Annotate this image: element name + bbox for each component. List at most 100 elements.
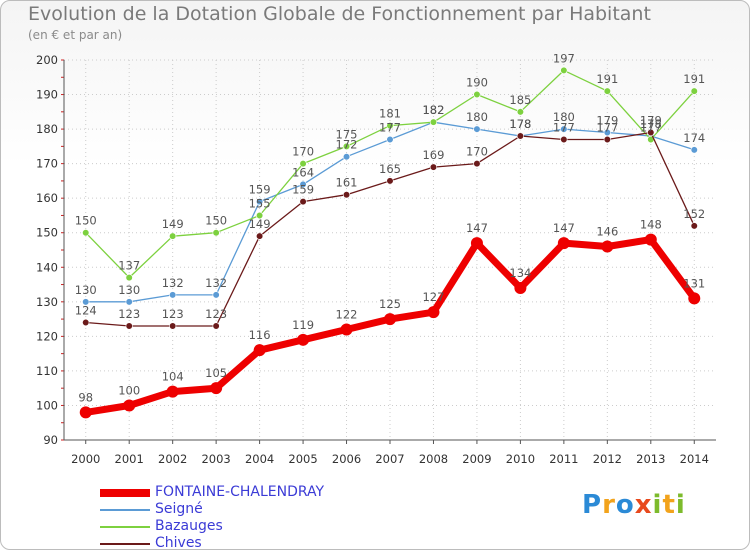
data-label: 191: [596, 72, 618, 86]
data-point: [516, 108, 525, 116]
y-tick-label: 90: [43, 433, 58, 447]
x-tick-label: 2010: [506, 452, 535, 466]
data-point: [386, 135, 394, 144]
x-tick-label: 2012: [593, 452, 622, 466]
legend-swatch: [100, 526, 150, 528]
data-point: [386, 177, 394, 185]
data-point: [82, 318, 90, 327]
y-tick-label: 140: [36, 260, 58, 274]
data-label: 165: [379, 162, 401, 176]
y-tick-label: 170: [36, 157, 58, 171]
data-point: [169, 322, 177, 330]
data-label: 119: [292, 318, 314, 332]
legend-swatch: [100, 543, 150, 545]
data-label: 149: [249, 217, 271, 231]
y-tick-label: 130: [36, 295, 58, 309]
data-label: 178: [509, 117, 531, 131]
data-label: 181: [379, 107, 401, 121]
x-tick-label: 2004: [245, 452, 274, 466]
data-label: 123: [162, 307, 184, 321]
data-point: [256, 232, 264, 240]
data-label: 150: [75, 214, 97, 228]
data-label: 178: [509, 117, 531, 131]
y-tick-label: 190: [36, 88, 58, 102]
data-label: 177: [379, 120, 401, 134]
proxiti-logo: Proxiti: [582, 490, 686, 520]
data-label: 116: [249, 328, 271, 342]
y-tick-label: 160: [36, 191, 58, 205]
chart-subtitle: (en € et par an): [28, 28, 123, 42]
data-label: 137: [118, 259, 140, 273]
data-label: 175: [336, 127, 358, 141]
data-point: [557, 237, 570, 250]
data-point: [560, 66, 568, 74]
x-tick-label: 2009: [462, 452, 491, 466]
axes-layer: 90 100 110 120 130 140 150 160 170 180 190 200 2000 2…: [36, 53, 716, 466]
data-label: 179: [596, 114, 618, 128]
y-tick-label: 120: [36, 329, 58, 343]
legend: FONTAINE-CHALENDRAY Seigné Bazauges Chives: [100, 484, 400, 552]
y-tick-label: 150: [36, 226, 58, 240]
data-point: [342, 153, 351, 161]
data-label: 159: [249, 183, 271, 197]
data-point: [690, 146, 698, 154]
legend-item: Seigné: [100, 501, 400, 518]
data-point: [256, 211, 264, 220]
data-label: 164: [292, 165, 314, 179]
x-tick-label: 2007: [375, 452, 404, 466]
data-label: 190: [466, 76, 488, 90]
data-label: 125: [379, 297, 401, 311]
y-tick-label: 100: [36, 398, 58, 412]
data-point: [690, 87, 698, 95]
y-tick-label: 110: [36, 364, 58, 378]
data-point: [299, 180, 307, 188]
data-label: 170: [466, 145, 488, 159]
data-label: 123: [205, 307, 227, 321]
data-label: 185: [509, 93, 531, 107]
data-label: 147: [466, 221, 488, 235]
legend-label: Chives: [155, 535, 202, 551]
data-point: [166, 385, 179, 398]
data-label: 182: [422, 103, 444, 117]
data-label: 179: [640, 114, 662, 128]
data-label: 177: [640, 120, 662, 134]
data-point: [644, 233, 657, 246]
data-point: [79, 406, 92, 419]
x-tick-label: 2005: [288, 452, 317, 466]
data-point: [514, 282, 527, 294]
x-tick-label: 2000: [71, 452, 100, 466]
data-label: 147: [553, 221, 575, 235]
data-point: [427, 306, 440, 319]
data-point: [386, 122, 394, 130]
data-label: 177: [553, 120, 575, 134]
data-point: [169, 232, 177, 240]
legend-label: FONTAINE-CHALENDRAY: [155, 484, 325, 500]
data-point: [384, 313, 396, 326]
x-tick-label: 2003: [201, 452, 230, 466]
x-tick-label: 2008: [419, 452, 448, 466]
data-label: 127: [422, 290, 444, 304]
data-label: 100: [118, 383, 140, 397]
data-point: [560, 135, 568, 144]
data-label: 146: [596, 225, 618, 239]
x-tick-label: 2014: [680, 452, 709, 466]
data-point: [297, 333, 310, 346]
data-point: [429, 163, 438, 171]
legend-item: FONTAINE-CHALENDRAY: [100, 484, 400, 501]
data-point: [603, 128, 611, 137]
data-point: [299, 198, 307, 206]
legend-item: Chives: [100, 535, 400, 552]
data-label: 123: [118, 307, 140, 321]
data-label: 191: [683, 72, 705, 86]
data-point: [516, 132, 525, 140]
data-label: 174: [683, 131, 705, 145]
data-point: [342, 191, 351, 199]
data-point: [603, 135, 611, 144]
data-label: 169: [422, 148, 444, 162]
y-tick-label: 180: [36, 122, 58, 136]
data-point: [299, 160, 307, 168]
data-label: 197: [553, 51, 575, 65]
data-point: [470, 237, 483, 250]
data-point: [256, 198, 264, 206]
